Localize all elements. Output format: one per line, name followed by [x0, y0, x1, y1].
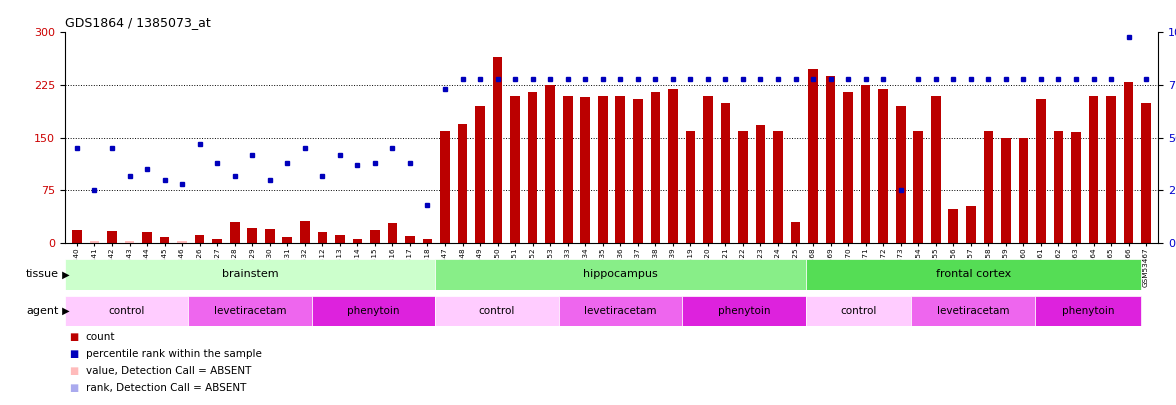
Bar	[581, 97, 590, 243]
Bar	[1001, 138, 1010, 243]
Bar	[861, 85, 870, 243]
Bar	[896, 106, 906, 243]
Text: brainstem: brainstem	[221, 269, 279, 279]
Bar	[406, 236, 415, 243]
Text: phenytoin: phenytoin	[347, 306, 400, 316]
Text: ▶: ▶	[59, 269, 69, 279]
Bar	[435, 296, 559, 326]
Text: frontal cortex: frontal cortex	[936, 269, 1010, 279]
Bar	[312, 296, 435, 326]
Bar	[510, 96, 520, 243]
Text: ■: ■	[69, 384, 79, 393]
Bar	[911, 296, 1035, 326]
Bar	[370, 230, 380, 243]
Bar	[721, 102, 730, 243]
Text: control: control	[841, 306, 876, 316]
Bar	[914, 131, 923, 243]
Bar	[806, 259, 1141, 290]
Text: ■: ■	[69, 350, 79, 359]
Bar	[440, 131, 450, 243]
Bar	[965, 207, 976, 243]
Bar	[493, 57, 502, 243]
Bar	[826, 76, 835, 243]
Text: count: count	[86, 333, 115, 342]
Text: percentile rank within the sample: percentile rank within the sample	[86, 350, 262, 359]
Bar	[422, 239, 433, 243]
Bar	[188, 296, 312, 326]
Bar	[931, 96, 941, 243]
Bar	[107, 231, 116, 243]
Bar	[559, 296, 682, 326]
Bar	[1018, 138, 1028, 243]
Text: control: control	[479, 306, 515, 316]
Bar	[843, 92, 853, 243]
Text: levetiracetam: levetiracetam	[584, 306, 656, 316]
Bar	[229, 222, 240, 243]
Bar	[300, 221, 309, 243]
Bar	[615, 96, 626, 243]
Text: phenytoin: phenytoin	[1062, 306, 1114, 316]
Bar	[703, 96, 713, 243]
Text: levetiracetam: levetiracetam	[214, 306, 286, 316]
Bar	[195, 234, 205, 243]
Text: agent: agent	[26, 306, 59, 316]
Bar	[773, 131, 783, 243]
Bar	[318, 232, 327, 243]
Bar	[178, 241, 187, 243]
Text: levetiracetam: levetiracetam	[937, 306, 1009, 316]
Bar	[790, 222, 801, 243]
Bar	[949, 209, 958, 243]
Bar	[650, 92, 660, 243]
Bar	[65, 296, 188, 326]
Bar	[72, 230, 82, 243]
Bar	[739, 131, 748, 243]
Bar	[546, 85, 555, 243]
Bar	[528, 92, 537, 243]
Bar	[1036, 99, 1045, 243]
Bar	[1054, 131, 1063, 243]
Bar	[756, 125, 766, 243]
Text: control: control	[108, 306, 145, 316]
Bar	[388, 223, 397, 243]
Bar	[983, 131, 994, 243]
Bar	[1071, 132, 1081, 243]
Bar	[686, 131, 695, 243]
Text: rank, Detection Call = ABSENT: rank, Detection Call = ABSENT	[86, 384, 246, 393]
Text: tissue: tissue	[26, 269, 59, 279]
Bar	[878, 89, 888, 243]
Bar	[633, 99, 642, 243]
Bar	[475, 106, 485, 243]
Bar	[682, 296, 806, 326]
Bar	[89, 241, 99, 243]
Text: ▶: ▶	[59, 306, 69, 316]
Bar	[597, 96, 608, 243]
Text: ■: ■	[69, 367, 79, 376]
Bar	[335, 234, 345, 243]
Bar	[808, 69, 817, 243]
Bar	[142, 232, 152, 243]
Text: ■: ■	[69, 333, 79, 342]
Bar	[1107, 96, 1116, 243]
Bar	[265, 229, 274, 243]
Bar	[160, 237, 169, 243]
Bar	[65, 259, 435, 290]
Bar	[457, 124, 467, 243]
Bar	[213, 239, 222, 243]
Bar	[435, 259, 806, 290]
Bar	[1089, 96, 1098, 243]
Text: GDS1864 / 1385073_at: GDS1864 / 1385073_at	[65, 16, 211, 29]
Bar	[247, 228, 258, 243]
Bar	[563, 96, 573, 243]
Bar	[125, 241, 134, 243]
Bar	[668, 89, 677, 243]
Bar	[1141, 102, 1151, 243]
Bar	[806, 296, 911, 326]
Text: value, Detection Call = ABSENT: value, Detection Call = ABSENT	[86, 367, 252, 376]
Text: hippocampus: hippocampus	[583, 269, 657, 279]
Bar	[1124, 81, 1134, 243]
Bar	[1035, 296, 1141, 326]
Bar	[282, 237, 292, 243]
Bar	[353, 239, 362, 243]
Text: phenytoin: phenytoin	[717, 306, 770, 316]
